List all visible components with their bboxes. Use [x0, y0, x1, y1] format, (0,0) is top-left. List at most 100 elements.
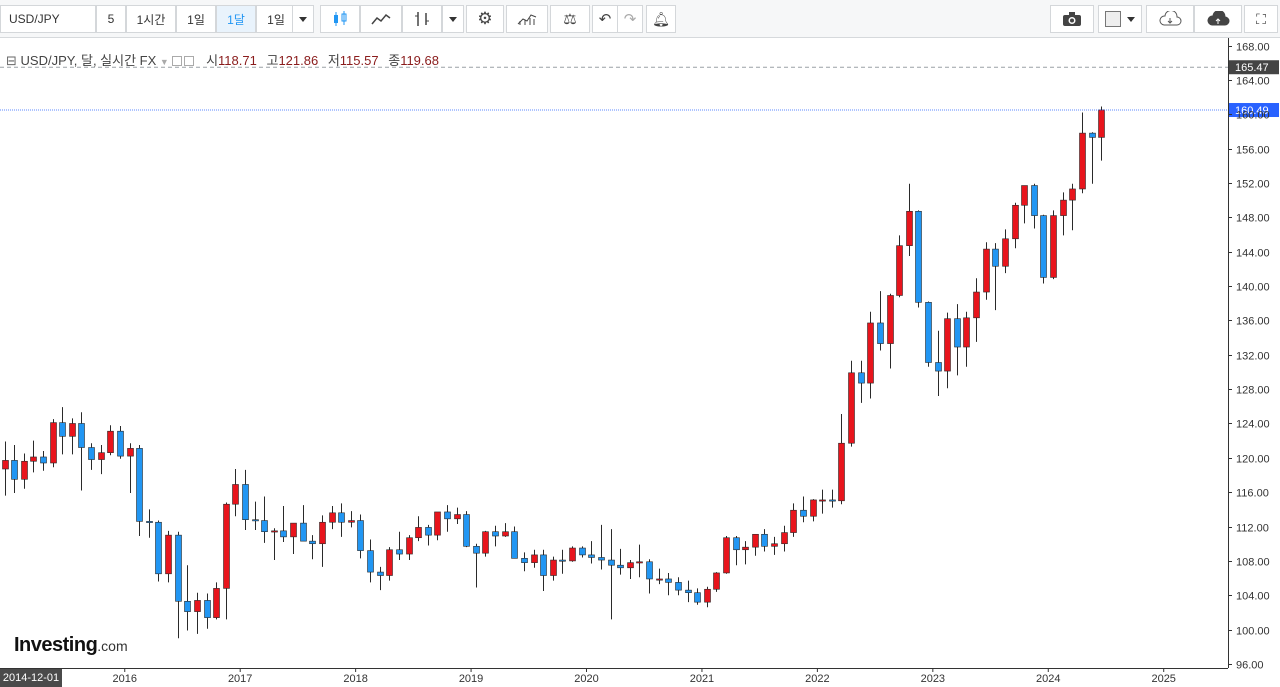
- candle-body: [1079, 132, 1086, 190]
- interval-1-month[interactable]: 1달: [216, 5, 256, 33]
- interval-1-hour[interactable]: 1시간: [126, 5, 176, 33]
- indicators-button[interactable]: [506, 5, 548, 33]
- redo-button[interactable]: ↷: [617, 5, 643, 33]
- candle-body: [810, 499, 817, 517]
- candle-body: [261, 520, 268, 533]
- candle-body: [11, 460, 18, 480]
- candle: [579, 546, 586, 558]
- candle: [963, 311, 970, 367]
- color-picker-button[interactable]: [1098, 5, 1142, 33]
- candle-body: [790, 509, 797, 533]
- alert-button[interactable]: 🔔︎: [646, 5, 676, 33]
- undo-button[interactable]: ↶: [592, 5, 618, 33]
- candle: [617, 548, 624, 575]
- candle: [290, 522, 297, 555]
- price-tick-label: 104.00: [1236, 591, 1270, 603]
- candle: [1021, 185, 1028, 224]
- candle-body: [223, 503, 230, 589]
- candle: [386, 547, 393, 581]
- candle-body: [1089, 132, 1096, 138]
- candle: [636, 544, 643, 578]
- candle-body: [887, 295, 894, 344]
- candle: [1089, 132, 1096, 184]
- candle-body: [550, 559, 557, 576]
- price-tick-label: 164.00: [1236, 76, 1270, 88]
- candle: [444, 505, 451, 532]
- candle: [136, 444, 143, 537]
- low-label: 저: [327, 53, 340, 68]
- candle: [78, 412, 85, 491]
- candle: [425, 524, 432, 546]
- candle: [1031, 183, 1038, 229]
- compare-button[interactable]: ⚖: [550, 5, 590, 33]
- interval-1-day[interactable]: 1일: [176, 5, 216, 33]
- price-axis[interactable]: 168.00 164.00 160.00 156.00 152.00 148.00 144.…: [1228, 38, 1270, 672]
- settings-button[interactable]: ⚙: [466, 5, 504, 33]
- price-tick-label: 144.00: [1236, 248, 1270, 260]
- price-tick-label: 152.00: [1236, 179, 1270, 191]
- chart-type-area-button[interactable]: [360, 5, 402, 33]
- candle-style-button[interactable]: [320, 5, 360, 33]
- price-tick-label: 116.00: [1236, 488, 1269, 500]
- time-tick-label: 2021: [690, 673, 714, 685]
- candle-body: [848, 372, 855, 444]
- time-tick-label: 2018: [343, 673, 367, 685]
- candle: [598, 524, 605, 570]
- investing-logo: Investing.com: [14, 634, 128, 657]
- candle-body: [944, 318, 951, 372]
- candle-body: [338, 512, 345, 523]
- candle: [300, 505, 307, 542]
- candle-body: [242, 484, 249, 520]
- candle: [569, 546, 576, 562]
- save-layout-button[interactable]: [1194, 5, 1242, 33]
- candle: [319, 515, 326, 567]
- candle: [175, 531, 182, 639]
- candle: [704, 586, 711, 608]
- price-tick-label: 132.00: [1236, 351, 1270, 363]
- candle: [338, 503, 345, 537]
- candles: [2, 106, 1105, 639]
- candle-body: [608, 559, 615, 566]
- settings-small-icon[interactable]: [184, 56, 195, 66]
- candle: [204, 593, 211, 629]
- bar-style-button[interactable]: [402, 5, 442, 33]
- interval-menu-button[interactable]: [292, 5, 314, 33]
- candle-body: [329, 512, 336, 523]
- time-tick-label: 2017: [228, 673, 252, 685]
- visibility-icon[interactable]: [172, 56, 183, 66]
- candle: [559, 549, 566, 574]
- candle-body: [21, 460, 28, 480]
- time-tick-label: 2022: [805, 673, 829, 685]
- symbol-search[interactable]: USD/JPY: [0, 5, 96, 33]
- time-tick-label: 2024: [1036, 673, 1060, 685]
- candle-body: [502, 531, 509, 537]
- candle-body: [2, 460, 9, 470]
- chevron-down-icon[interactable]: ▼: [159, 57, 169, 67]
- candle: [723, 536, 730, 574]
- screenshot-button[interactable]: [1050, 5, 1094, 33]
- chart-style-menu[interactable]: [442, 5, 464, 33]
- collapse-icon[interactable]: ⊟: [6, 53, 17, 68]
- candle-body: [1060, 199, 1067, 216]
- load-layout-button[interactable]: [1146, 5, 1194, 33]
- candle-body: [165, 534, 172, 575]
- candle-body: [463, 514, 470, 547]
- interval-5[interactable]: 5: [96, 5, 126, 33]
- candle: [867, 311, 874, 399]
- candle-body: [713, 572, 720, 590]
- candle-body: [579, 547, 586, 556]
- redo-icon: ↷: [623, 11, 637, 28]
- price-chart[interactable]: 165.47 160.49 168.00 164.00 160.00 156.00 152…: [0, 38, 1280, 687]
- candle: [357, 514, 364, 559]
- candle: [271, 528, 278, 561]
- time-axis[interactable]: 2016 2017 2018 2019 2020 2021 2022 2023 2024 2025: [0, 668, 1228, 685]
- candle-body: [752, 533, 759, 548]
- candle: [858, 360, 865, 403]
- fullscreen-button[interactable]: ⛶: [1244, 5, 1278, 33]
- color-swatch-icon: [1105, 11, 1121, 27]
- candle: [742, 541, 749, 565]
- interval-dropdown[interactable]: 1일: [256, 5, 296, 33]
- candle-body: [425, 527, 432, 536]
- candle-body: [127, 448, 134, 457]
- candle: [2, 441, 9, 496]
